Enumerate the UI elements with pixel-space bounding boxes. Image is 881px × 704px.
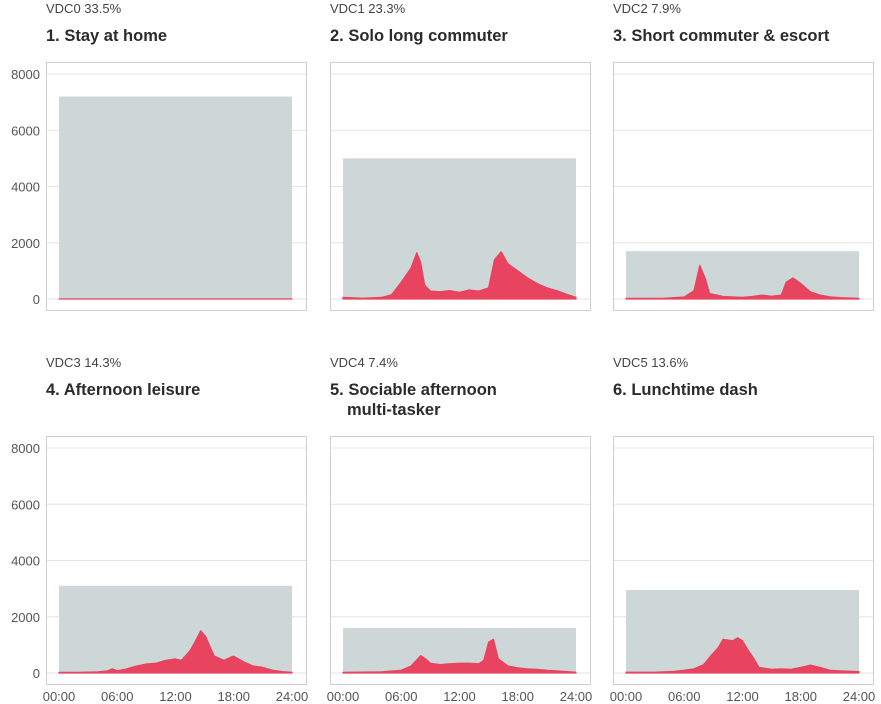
- panel-title-line: 1. Stay at home: [46, 27, 168, 45]
- x-tick-label: 24:00: [843, 689, 876, 704]
- active-area: [625, 637, 860, 674]
- panel-subtitle: VDC4 7.4%: [330, 355, 398, 370]
- panel-title: 5. Sociable afternoon multi-tasker: [330, 380, 497, 420]
- y-tick-label: 6000: [11, 497, 40, 512]
- x-tick-label: 12:00: [443, 689, 476, 704]
- y-tick-label: 2000: [11, 236, 40, 251]
- panel-title: 4. Afternoon leisure: [46, 380, 200, 400]
- x-tick-label: 00:00: [610, 689, 643, 704]
- panel-frame: [46, 436, 307, 685]
- panel-title-line: 6. Lunchtime dash: [613, 381, 758, 399]
- total-bar: [343, 158, 576, 299]
- panel-frame: [330, 62, 591, 311]
- panel-title: 3. Short commuter & escort: [613, 26, 829, 46]
- panel-title: 2. Solo long commuter: [330, 26, 508, 46]
- panel-subtitle: VDC1 23.3%: [330, 1, 406, 16]
- x-tick-label: 06:00: [668, 689, 701, 704]
- panel-subtitle: VDC5 13.6%: [613, 355, 689, 370]
- panel-subtitle: VDC0 33.5%: [46, 1, 122, 16]
- y-tick-label: 0: [33, 666, 40, 681]
- panel-title-line: 4. Afternoon leisure: [46, 381, 201, 399]
- total-bar: [59, 96, 292, 299]
- total-bar: [626, 251, 859, 299]
- x-tick-label: 24:00: [276, 689, 309, 704]
- x-tick-label: 18:00: [217, 689, 250, 704]
- y-tick-label: 4000: [11, 554, 40, 569]
- panel-frame: [613, 62, 874, 311]
- active-area: [342, 251, 577, 300]
- active-area: [342, 638, 577, 674]
- panel-title-line: 5. Sociable afternoon: [330, 381, 497, 399]
- y-tick-label: 6000: [11, 123, 40, 138]
- x-tick-label: 24:00: [560, 689, 593, 704]
- panel-title-line: 2. Solo long commuter: [330, 27, 508, 45]
- x-tick-label: 12:00: [159, 689, 192, 704]
- panel-title: 6. Lunchtime dash: [613, 380, 758, 400]
- panel-title-line: 3. Short commuter & escort: [613, 27, 830, 45]
- y-tick-label: 0: [33, 292, 40, 307]
- y-tick-label: 8000: [11, 67, 40, 82]
- active-area: [58, 630, 293, 674]
- y-tick-label: 4000: [11, 180, 40, 195]
- y-tick-label: 8000: [11, 441, 40, 456]
- panel-frame: [46, 62, 307, 311]
- panel-subtitle: VDC2 7.9%: [613, 1, 681, 16]
- x-tick-label: 18:00: [501, 689, 534, 704]
- x-tick-label: 06:00: [385, 689, 418, 704]
- panel-subtitle: VDC3 14.3%: [46, 355, 122, 370]
- panel-title-line: multi-tasker: [347, 401, 441, 419]
- y-tick-label: 2000: [11, 610, 40, 625]
- panel-frame: [613, 436, 874, 685]
- x-tick-label: 00:00: [327, 689, 360, 704]
- panel-title: 1. Stay at home: [46, 26, 167, 46]
- x-tick-label: 18:00: [784, 689, 817, 704]
- x-tick-label: 12:00: [726, 689, 759, 704]
- x-tick-label: 06:00: [101, 689, 134, 704]
- active-area: [625, 264, 860, 300]
- panel-frame: [330, 436, 591, 685]
- x-tick-label: 00:00: [43, 689, 76, 704]
